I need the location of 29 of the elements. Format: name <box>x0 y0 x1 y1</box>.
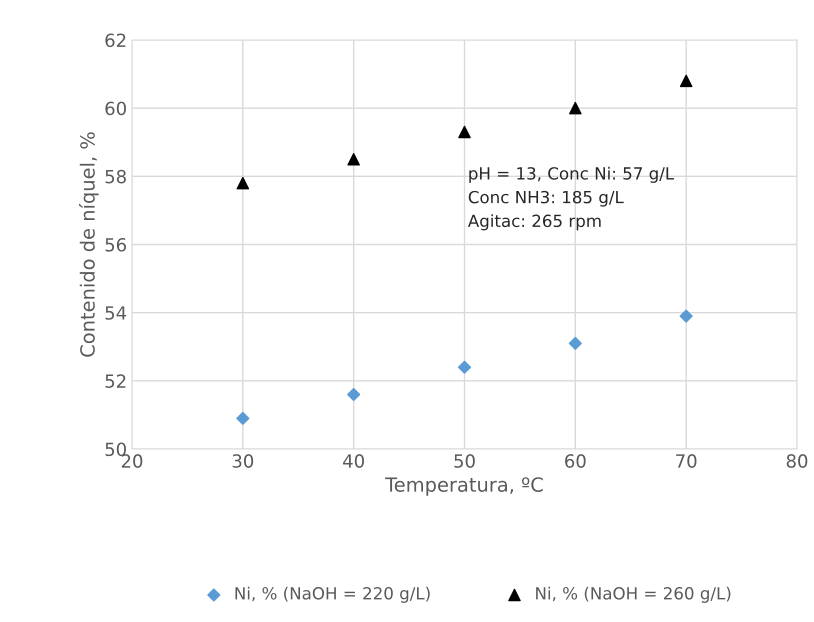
y-tick-label: 50 <box>106 442 126 456</box>
point <box>680 74 692 88</box>
x-tick-label: 80 <box>786 454 808 468</box>
point <box>347 388 360 402</box>
point <box>236 176 250 190</box>
x-tick-label: 60 <box>565 454 586 468</box>
x-tick-label: 50 <box>454 454 475 468</box>
legend-label: Ni, % (NaOH = 220 g/L) <box>235 586 430 603</box>
x-tick-label: 40 <box>343 454 364 468</box>
x-tick-label: 70 <box>676 454 696 468</box>
annotation: pH = 13, Conc Ni: 57 g/L Conc NH3: 185 g/L Agitac: 265 rpm <box>468 166 674 230</box>
point <box>680 309 693 323</box>
x-tick-label: 20 <box>122 454 142 468</box>
y-tick-label: 60 <box>105 102 126 116</box>
y-axis-title: Contenido de níquel, % <box>79 132 99 357</box>
y-tick-label: 54 <box>106 306 126 320</box>
y-tick-label: 62 <box>105 33 126 48</box>
point <box>236 412 250 425</box>
point <box>568 336 582 350</box>
x-tick-label: 30 <box>232 454 254 468</box>
point <box>569 102 582 114</box>
y-tick-label: 52 <box>106 374 126 388</box>
x-axis-title: Temperatura, ºC <box>385 477 543 496</box>
point <box>347 153 360 166</box>
legend-label: Ni, % (NaOH = 260 g/L) <box>536 586 730 603</box>
point <box>458 126 471 138</box>
point <box>458 360 472 374</box>
y-tick-label: 56 <box>106 238 126 252</box>
y-tick-label: 58 <box>106 170 126 184</box>
